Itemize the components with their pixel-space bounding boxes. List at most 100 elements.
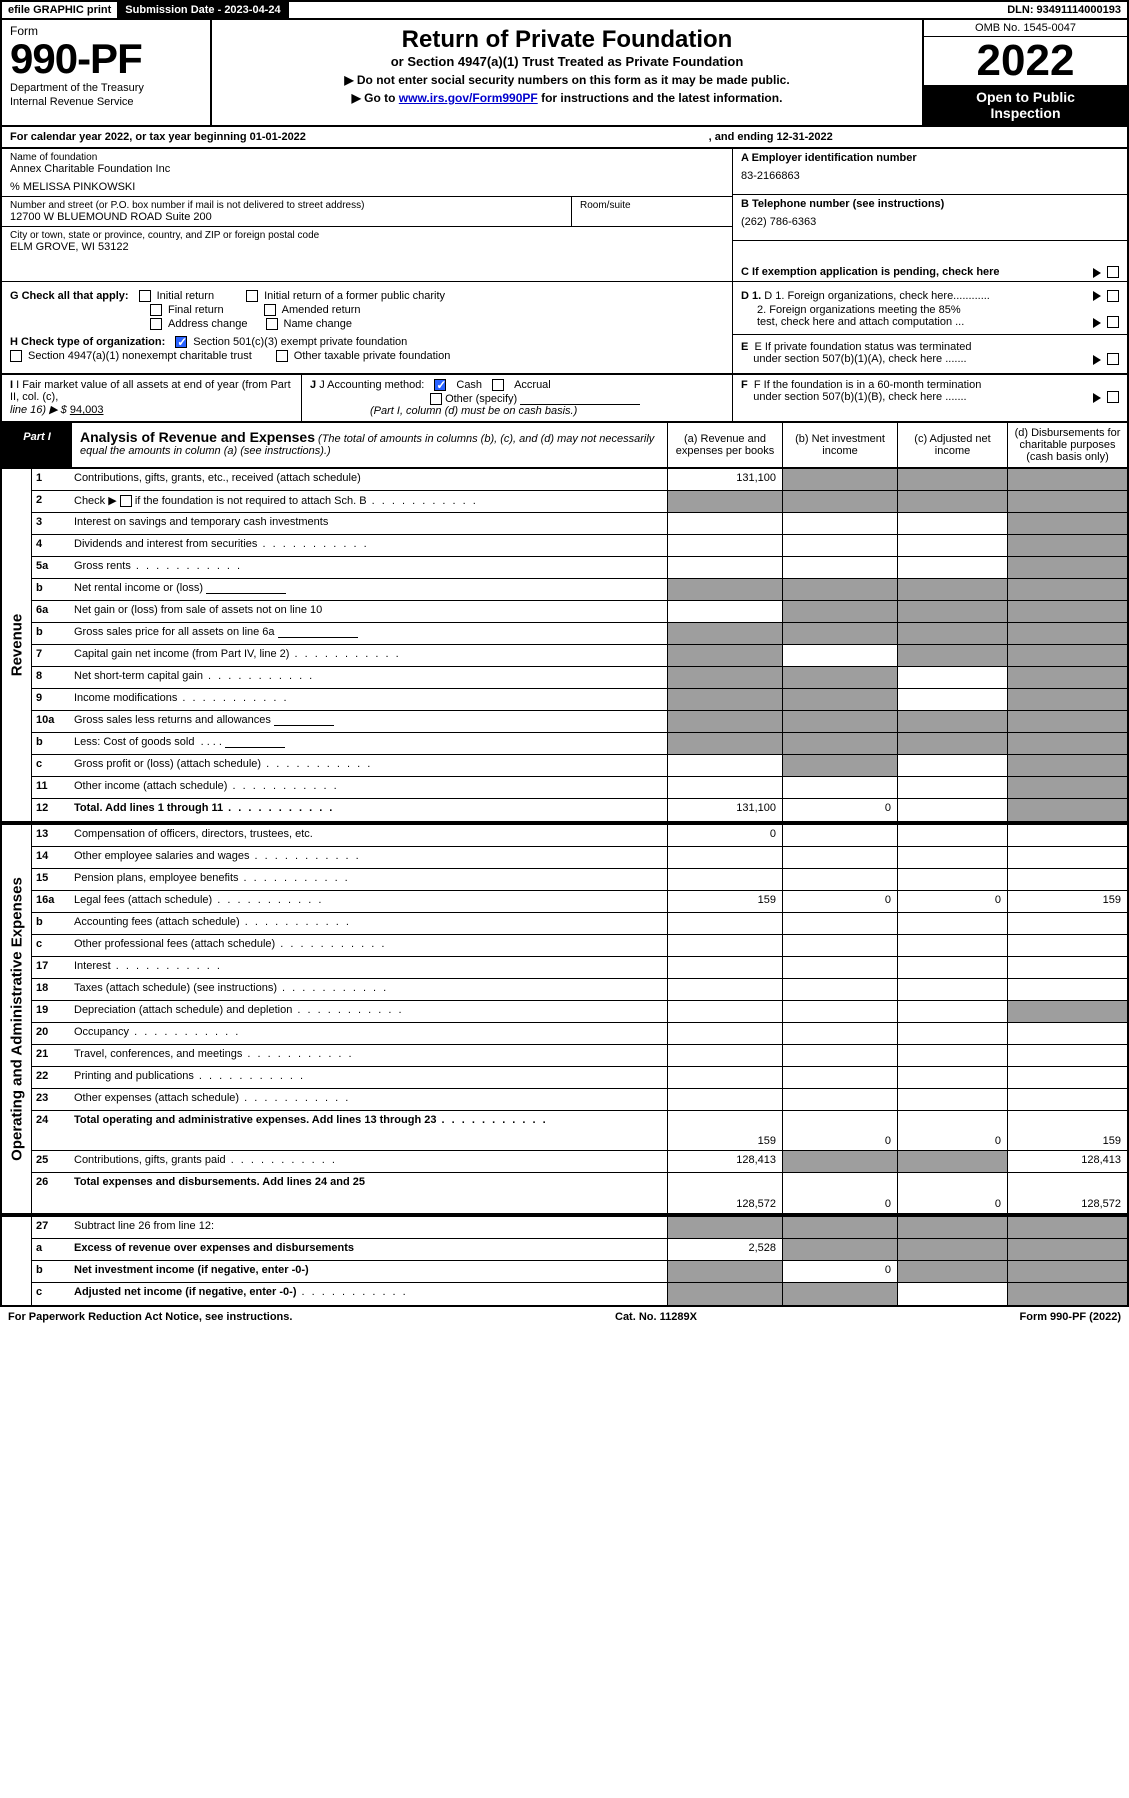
- cal-begin: For calendar year 2022, or tax year begi…: [10, 131, 709, 143]
- part1-tab: Part I: [2, 423, 72, 467]
- row-val-a: 128,413: [667, 1151, 782, 1172]
- dots: [292, 1004, 403, 1016]
- row-desc: Net investment income (if negative, ente…: [70, 1261, 667, 1282]
- city-cell: City or town, state or province, country…: [2, 227, 732, 256]
- g-row3: Address change Name change: [10, 318, 724, 330]
- fmv-label: I I Fair market value of all assets at e…: [10, 379, 291, 403]
- row-6b: bGross sales price for all assets on lin…: [32, 623, 1127, 645]
- row-num: 14: [32, 847, 70, 868]
- row-val-c: [897, 825, 1007, 846]
- row-desc: Interest: [70, 957, 667, 978]
- final-return-checkbox[interactable]: [150, 304, 162, 316]
- input-line: [274, 714, 334, 726]
- row-desc: Adjusted net income (if negative, enter …: [70, 1283, 667, 1305]
- foreign-org-checkbox[interactable]: [1107, 290, 1119, 302]
- form990pf-link[interactable]: www.irs.gov/Form990PF: [399, 91, 538, 105]
- row-16a: 16aLegal fees (attach schedule)15900159: [32, 891, 1127, 913]
- row-9: 9Income modifications: [32, 689, 1127, 711]
- row-val-a: 131,100: [667, 469, 782, 490]
- 507b1a-checkbox[interactable]: [1107, 353, 1119, 365]
- address-change-checkbox[interactable]: [150, 318, 162, 330]
- row-num: 6a: [32, 601, 70, 622]
- r14-text: Other employee salaries and wages: [74, 850, 249, 862]
- row-val-d: [1007, 777, 1127, 798]
- accrual-label: Accrual: [514, 379, 551, 391]
- exemption-pending-label: C If exemption application is pending, c…: [741, 266, 1087, 278]
- 4947a1-checkbox[interactable]: [10, 350, 22, 362]
- row-val-a: [667, 935, 782, 956]
- r24-text: Total operating and administrative expen…: [74, 1114, 436, 1126]
- dots: [194, 1070, 305, 1082]
- dots: [227, 780, 338, 792]
- row-val-d: [1007, 799, 1127, 821]
- row-val-d: [1007, 1261, 1127, 1282]
- foreign-85pct-checkbox[interactable]: [1107, 316, 1119, 328]
- efile-print[interactable]: efile GRAPHIC print: [2, 2, 119, 18]
- row-14: 14 Other employee salaries and wages: [32, 847, 1127, 869]
- row-val-b: [782, 601, 897, 622]
- initial-return-checkbox[interactable]: [139, 290, 151, 302]
- f2-label: under section 507(b)(1)(B), check here .…: [753, 391, 966, 403]
- r5a-text: Gross rents: [74, 560, 131, 572]
- row-num: c: [32, 1283, 70, 1305]
- row-11: 11Other income (attach schedule): [32, 777, 1127, 799]
- open-line2: Inspection: [990, 105, 1060, 121]
- 501c3-checkbox[interactable]: [175, 336, 187, 348]
- row-desc: Contributions, gifts, grants, etc., rece…: [70, 469, 667, 490]
- arrow-icon: [1093, 393, 1101, 403]
- row-val-b: [782, 1151, 897, 1172]
- efile-bar: efile GRAPHIC print Submission Date - 20…: [0, 0, 1129, 20]
- amended-return-checkbox[interactable]: [264, 304, 276, 316]
- row-desc: Gross profit or (loss) (attach schedule): [70, 755, 667, 776]
- expenses-section: Operating and Administrative Expenses 13…: [0, 823, 1129, 1215]
- row-val-b: [782, 557, 897, 578]
- row-val-a: [667, 847, 782, 868]
- row-val-d: [1007, 1001, 1127, 1022]
- row-val-b: 0: [782, 891, 897, 912]
- dots: [111, 960, 222, 972]
- row-desc: Excess of revenue over expenses and disb…: [70, 1239, 667, 1260]
- cash-checkbox[interactable]: [434, 379, 446, 391]
- form-header-center: Return of Private Foundation or Section …: [212, 20, 922, 125]
- row-desc: Printing and publications: [70, 1067, 667, 1088]
- r2-pre: Check ▶: [74, 495, 120, 507]
- row-val-d: [1007, 1217, 1127, 1238]
- row-val-a: [667, 623, 782, 644]
- other-taxable-checkbox[interactable]: [276, 350, 288, 362]
- r16a-text: Legal fees (attach schedule): [74, 894, 212, 906]
- row-desc: Gross rents: [70, 557, 667, 578]
- row-16c: cOther professional fees (attach schedul…: [32, 935, 1127, 957]
- row-val-c: [897, 799, 1007, 821]
- other-method-checkbox[interactable]: [430, 393, 442, 405]
- row-val-a: [667, 733, 782, 754]
- row-val-d: [1007, 979, 1127, 1000]
- 507b1b-checkbox[interactable]: [1107, 391, 1119, 403]
- identity-right: A Employer identification number 83-2166…: [732, 149, 1127, 281]
- dots: [242, 1048, 353, 1060]
- row-val-a: [667, 579, 782, 600]
- exemption-pending-checkbox[interactable]: [1107, 266, 1119, 278]
- j-label: J J Accounting method:: [310, 379, 424, 391]
- row-val-b: 0: [782, 1261, 897, 1282]
- row-val-b: 0: [782, 799, 897, 821]
- row-desc: Other professional fees (attach schedule…: [70, 935, 667, 956]
- dots: [277, 982, 388, 994]
- row-val-b: [782, 1217, 897, 1238]
- form-title: Return of Private Foundation: [222, 26, 912, 54]
- row-val-b: [782, 711, 897, 732]
- sch-b-checkbox[interactable]: [120, 495, 132, 507]
- row-val-a: [667, 645, 782, 666]
- row-5b: bNet rental income or (loss): [32, 579, 1127, 601]
- dots: [275, 938, 386, 950]
- row-val-a: 159: [667, 1111, 782, 1150]
- row-desc: Accounting fees (attach schedule): [70, 913, 667, 934]
- dots: [223, 802, 334, 814]
- r9-text: Income modifications: [74, 692, 177, 704]
- h-row1: H Check type of organization: Section 50…: [10, 336, 724, 348]
- row-val-a: [667, 755, 782, 776]
- g4-text: Amended return: [282, 304, 361, 316]
- name-change-checkbox[interactable]: [266, 318, 278, 330]
- initial-former-checkbox[interactable]: [246, 290, 258, 302]
- accrual-checkbox[interactable]: [492, 379, 504, 391]
- row-val-a: [667, 491, 782, 512]
